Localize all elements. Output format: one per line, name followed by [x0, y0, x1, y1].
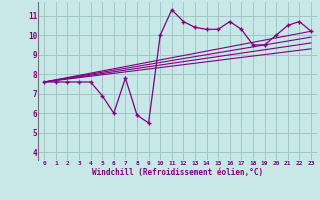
X-axis label: Windchill (Refroidissement éolien,°C): Windchill (Refroidissement éolien,°C): [92, 168, 263, 177]
